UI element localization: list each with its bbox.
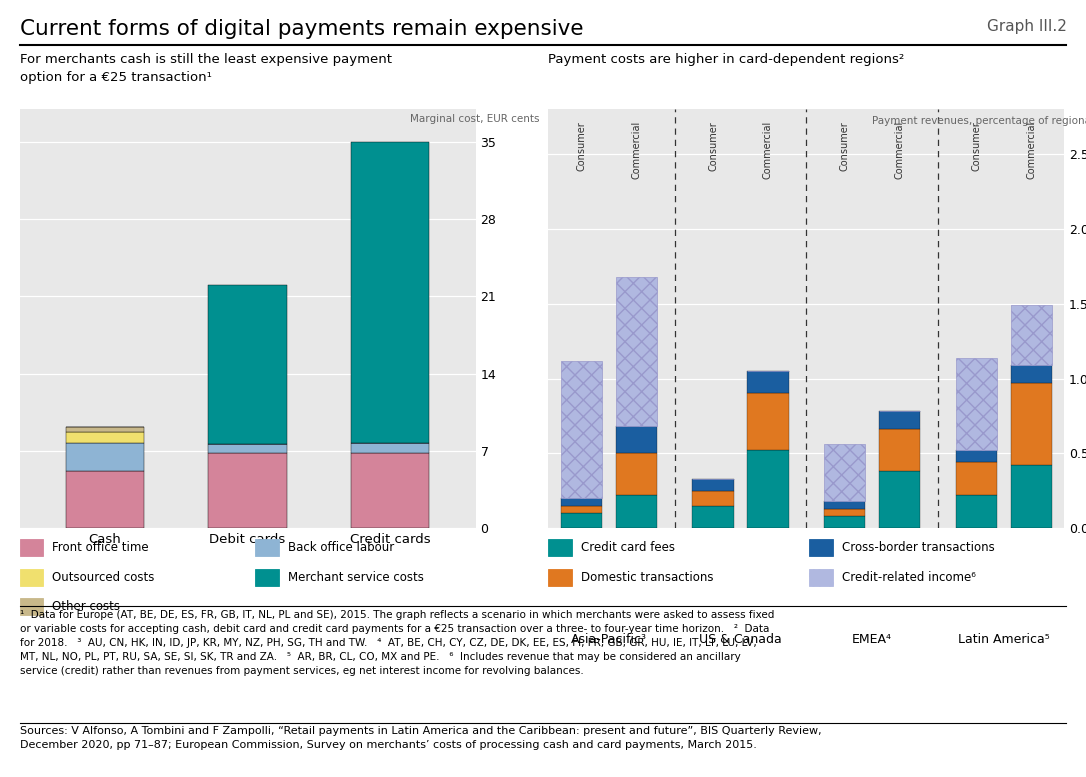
Bar (747, 393, 788, 451)
Text: Consumer: Consumer (577, 120, 586, 170)
Text: Consumer: Consumer (839, 120, 849, 170)
Bar (616, 454, 657, 496)
Text: Front office time: Front office time (52, 542, 149, 554)
Bar (351, 142, 429, 444)
Bar (824, 509, 866, 517)
Text: For merchants cash is still the least expensive payment
option for a €25 transac: For merchants cash is still the least ex… (20, 53, 392, 84)
Bar (879, 472, 920, 528)
Bar (956, 451, 997, 462)
Bar (560, 506, 602, 514)
Text: Graph III.2: Graph III.2 (986, 19, 1066, 34)
Bar (351, 444, 429, 453)
Bar (1011, 383, 1052, 465)
Text: Payment revenues, percentage of regional GDP: Payment revenues, percentage of regional… (872, 117, 1086, 127)
Bar (209, 444, 287, 453)
Bar (66, 432, 144, 444)
Text: Asia-Pacific³: Asia-Pacific³ (571, 633, 647, 646)
Text: Current forms of digital payments remain expensive: Current forms of digital payments remain… (20, 19, 583, 40)
Text: EMEA⁴: EMEA⁴ (853, 633, 893, 646)
Text: Marginal cost, EUR cents: Marginal cost, EUR cents (411, 114, 540, 124)
Bar (66, 471, 144, 528)
Text: Commercial: Commercial (895, 120, 905, 179)
Text: US & Canada: US & Canada (699, 633, 782, 646)
Bar (956, 496, 997, 528)
Bar (1011, 465, 1052, 528)
Bar (351, 453, 429, 528)
Bar (66, 444, 144, 471)
Text: Domestic transactions: Domestic transactions (581, 571, 714, 584)
Text: Latin America⁵: Latin America⁵ (958, 633, 1050, 646)
Text: Other costs: Other costs (52, 601, 121, 613)
Bar (747, 371, 788, 393)
Text: Commercial: Commercial (763, 120, 773, 179)
Bar (1011, 305, 1052, 365)
Bar (879, 430, 920, 472)
Bar (956, 357, 997, 451)
Text: Commercial: Commercial (631, 120, 641, 179)
Text: Consumer: Consumer (972, 120, 982, 170)
Bar (616, 427, 657, 454)
Bar (824, 444, 866, 501)
Bar (616, 496, 657, 528)
Bar (693, 491, 734, 506)
Bar (66, 427, 144, 432)
Text: Back office labour: Back office labour (288, 542, 394, 554)
Bar (209, 453, 287, 528)
Bar (824, 501, 866, 509)
Text: Credit card fees: Credit card fees (581, 542, 675, 554)
Bar (560, 498, 602, 506)
Text: Consumer: Consumer (708, 120, 718, 170)
Text: Outsourced costs: Outsourced costs (52, 571, 154, 584)
Bar (693, 506, 734, 528)
Text: Commercial: Commercial (1026, 120, 1036, 179)
Text: Payment costs are higher in card-dependent regions²: Payment costs are higher in card-depende… (548, 53, 905, 66)
Bar (693, 479, 734, 491)
Text: Credit-related income⁶: Credit-related income⁶ (842, 571, 975, 584)
Bar (209, 285, 287, 444)
Bar (616, 277, 657, 427)
Bar (956, 462, 997, 496)
Text: Sources: V Alfonso, A Tombini and F Zampolli, “Retail payments in Latin America : Sources: V Alfonso, A Tombini and F Zamp… (20, 726, 821, 751)
Bar (560, 514, 602, 528)
Text: Merchant service costs: Merchant service costs (288, 571, 424, 584)
Bar (1011, 365, 1052, 383)
Bar (824, 517, 866, 528)
Bar (560, 361, 602, 498)
Bar (747, 451, 788, 528)
Bar (879, 412, 920, 430)
Text: ¹  Data for Europe (AT, BE, DE, ES, FR, GB, IT, NL, PL and SE), 2015. The graph : ¹ Data for Europe (AT, BE, DE, ES, FR, G… (20, 610, 774, 676)
Text: Cross-border transactions: Cross-border transactions (842, 542, 995, 554)
